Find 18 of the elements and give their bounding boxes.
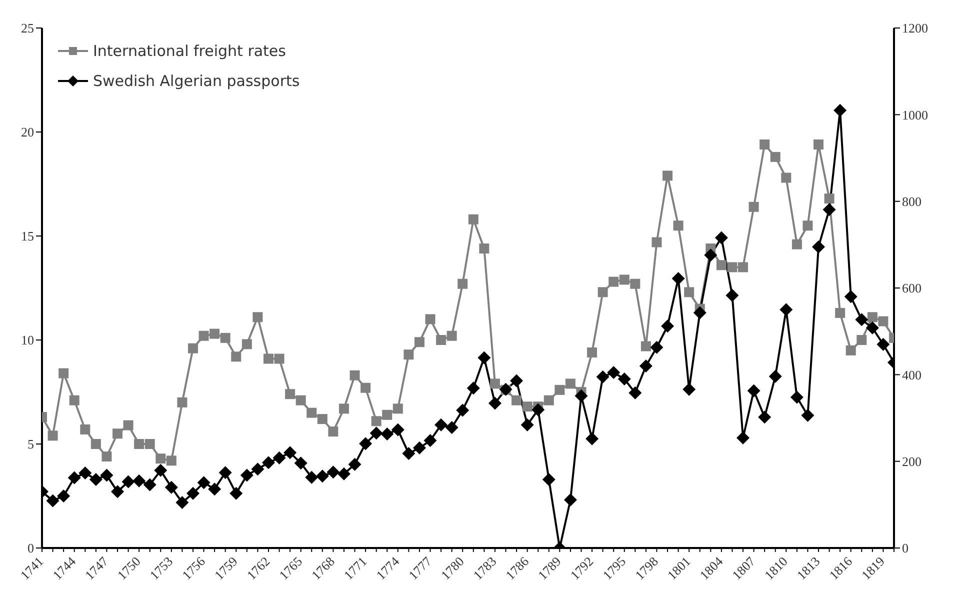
y-tick-label: 20 bbox=[21, 124, 34, 140]
y2-tick-label: 200 bbox=[902, 454, 922, 469]
x-tick-label: 1741 bbox=[17, 554, 46, 583]
y2-tick-label: 1000 bbox=[902, 107, 928, 122]
y-tick-label: 5 bbox=[28, 436, 34, 452]
y2-tick-label: 1200 bbox=[902, 20, 928, 36]
legend-label: Swedish Algerian passports bbox=[93, 72, 300, 90]
y2-tick-label: 400 bbox=[902, 367, 922, 382]
y-tick-label: 10 bbox=[21, 332, 34, 348]
y2-tick-label: 800 bbox=[902, 194, 922, 209]
y-tick-label: 0 bbox=[28, 540, 34, 556]
x-tick-label: 1771 bbox=[340, 554, 370, 583]
y2-tick-label: 600 bbox=[902, 280, 922, 296]
legend-label: International freight rates bbox=[93, 42, 286, 60]
y2-tick-label: 0 bbox=[902, 540, 908, 556]
y-tick-label: 15 bbox=[21, 228, 34, 244]
x-tick-label: 1801 bbox=[664, 554, 694, 583]
y-tick-label: 25 bbox=[21, 20, 34, 36]
